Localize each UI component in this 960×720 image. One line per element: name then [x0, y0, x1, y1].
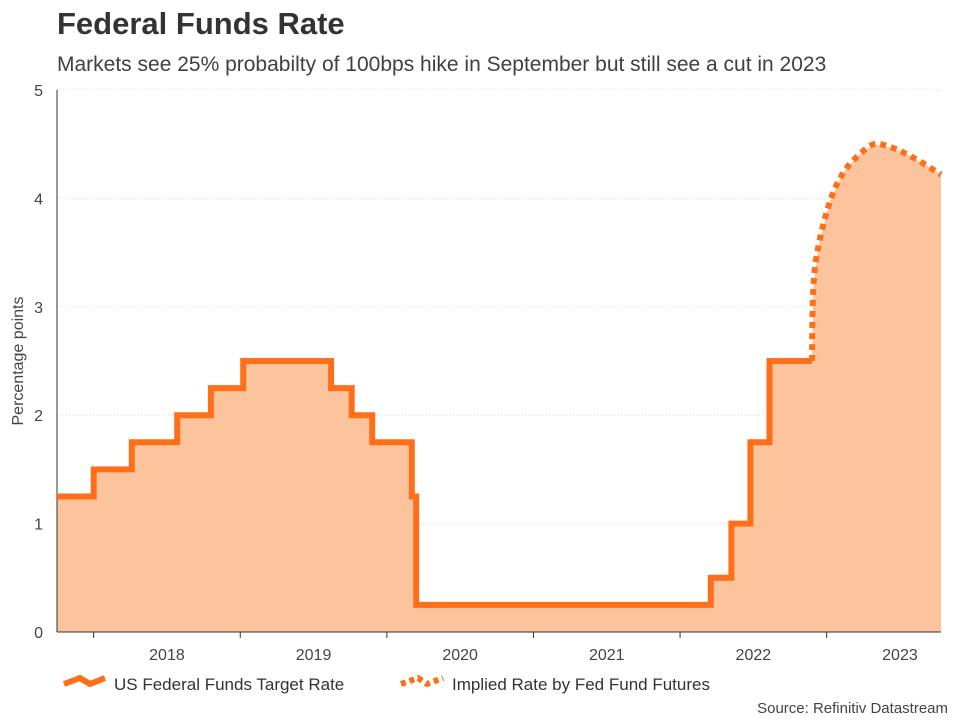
x-tick-label-2018: 2018: [149, 647, 185, 664]
chart-title: Federal Funds Rate: [57, 6, 345, 41]
y-axis-label: Percentage points: [10, 297, 27, 426]
x-tick-label-2021: 2021: [589, 647, 625, 664]
legend-swatch-implied-rate: [400, 675, 445, 687]
y-tick-label-3: 3: [34, 300, 43, 317]
area-fill-layer: [57, 144, 941, 632]
y-tick-label-4: 4: [34, 191, 43, 208]
x-tick-label-2020: 2020: [442, 647, 478, 664]
x-tick-labels: 2018 2019 2020 2021 2022 2023: [149, 647, 918, 664]
area-fill: [57, 144, 941, 632]
x-tick-label-2023: 2023: [882, 647, 918, 664]
x-tick-label-2019: 2019: [296, 647, 332, 664]
legend-item-target-rate: US Federal Funds Target Rate: [62, 675, 344, 694]
legend-label-implied-rate: Implied Rate by Fed Fund Futures: [452, 675, 710, 694]
series-lines: [57, 140, 943, 608]
legend-swatch-target-rate: [62, 675, 107, 687]
x-tick-label-2022: 2022: [736, 647, 772, 664]
y-tick-label-5: 5: [34, 83, 43, 100]
axes: [56, 90, 941, 638]
series-line-target-rate: [57, 358, 812, 608]
source-note: Source: Refinitiv Datastream: [757, 700, 948, 717]
series-line-implied-rate: [809, 140, 943, 362]
y-tick-label-2: 2: [34, 408, 43, 425]
legend-label-target-rate: US Federal Funds Target Rate: [114, 675, 344, 694]
y-tick-label-0: 0: [34, 625, 43, 642]
legend: US Federal Funds Target Rate Implied Rat…: [62, 675, 710, 694]
chart-subtitle: Markets see 25% probabilty of 100bps hik…: [57, 53, 827, 76]
legend-item-implied-rate: Implied Rate by Fed Fund Futures: [400, 675, 710, 694]
y-tick-label-1: 1: [34, 517, 43, 534]
y-tick-labels: 0 1 2 3 4 5: [34, 83, 43, 642]
